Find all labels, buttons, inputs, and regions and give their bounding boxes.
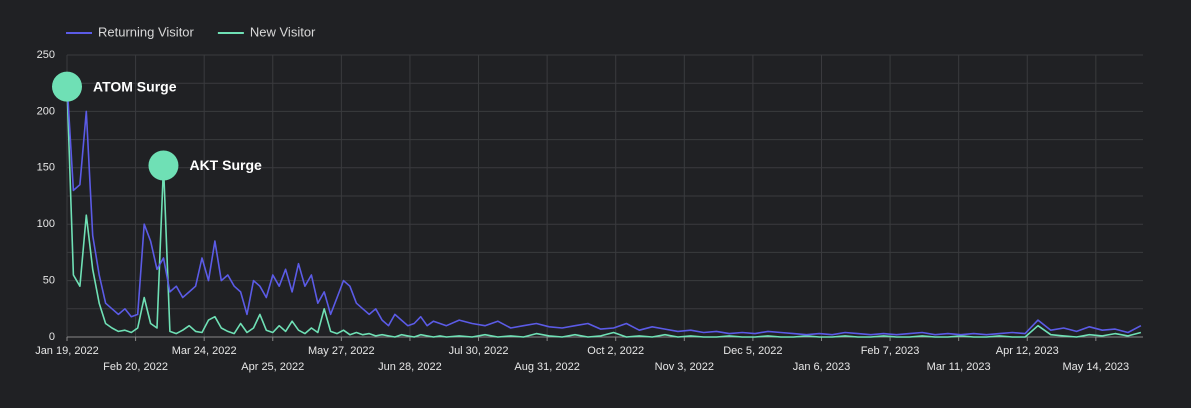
x-tick-label: Mar 11, 2023 (927, 361, 991, 373)
y-tick-label: 150 (37, 162, 55, 174)
x-tick-label: May 14, 2023 (1063, 361, 1130, 373)
y-tick-label: 250 (37, 49, 55, 61)
y-tick-label: 0 (49, 331, 55, 343)
x-tick-label: Jun 28, 2022 (378, 361, 442, 373)
series-line (66, 83, 1142, 336)
x-tick-label: May 27, 2022 (308, 345, 375, 357)
x-tick-label: Jan 19, 2022 (35, 345, 99, 357)
legend: Returning Visitor New Visitor (66, 24, 316, 39)
y-tick-label: 100 (37, 218, 55, 230)
y-tick-label: 50 (43, 275, 55, 287)
annotation-marker (148, 150, 179, 181)
x-tick-label: Jan 6, 2023 (793, 361, 851, 373)
annotation-label: ATOM Surge (93, 78, 177, 94)
legend-label: Returning Visitor (98, 24, 195, 39)
series-line (66, 86, 1142, 338)
y-tick-label: 200 (37, 105, 55, 117)
x-tick-label: Apr 12, 2023 (996, 345, 1059, 357)
x-tick-label: Dec 5, 2022 (723, 345, 782, 357)
x-tick-label: Oct 2, 2022 (587, 345, 644, 357)
x-tick-label: Jul 30, 2022 (449, 345, 509, 357)
x-tick-label: Aug 31, 2022 (514, 361, 579, 373)
x-tick-label: Mar 24, 2022 (172, 345, 237, 357)
x-tick-label: Apr 25, 2022 (241, 361, 304, 373)
legend-label: New Visitor (250, 24, 316, 39)
annotation-label: AKT Surge (189, 157, 262, 173)
annotation-marker (52, 71, 82, 102)
x-tick-label: Feb 20, 2022 (103, 361, 168, 373)
x-tick-label: Feb 7, 2023 (861, 345, 920, 357)
x-tick-label: Nov 3, 2022 (655, 361, 714, 373)
